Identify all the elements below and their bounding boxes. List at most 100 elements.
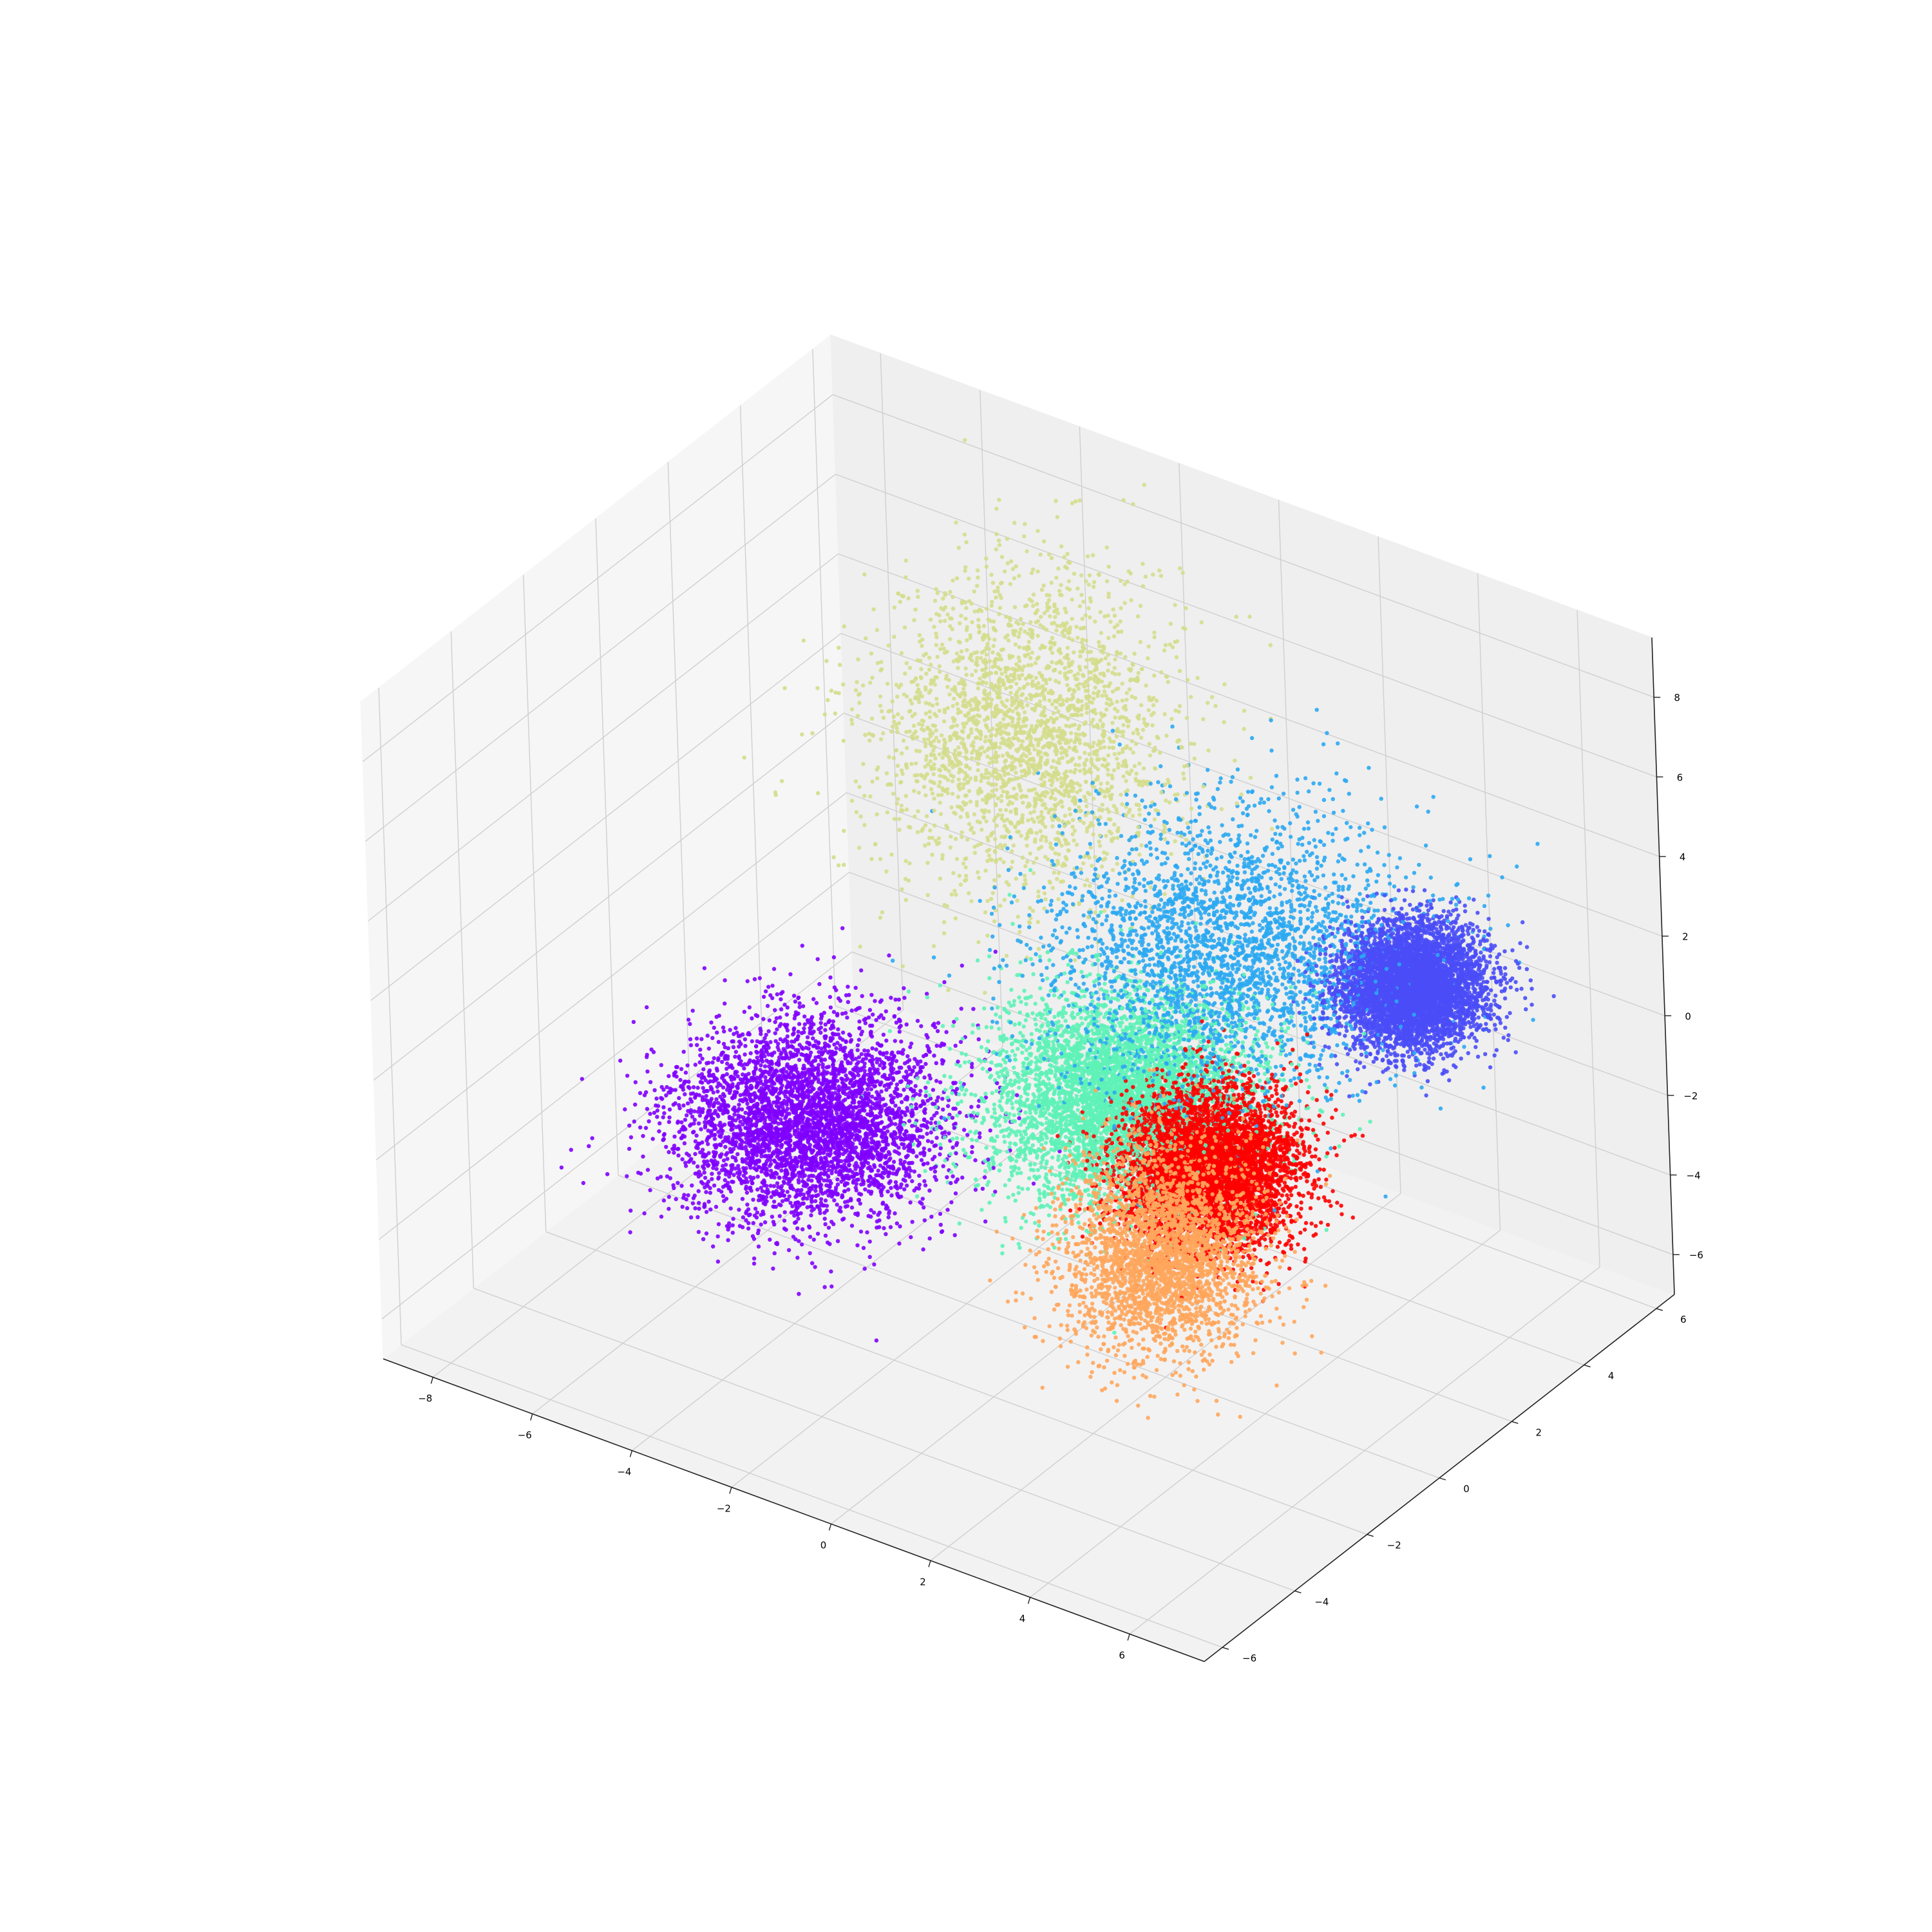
data-point-series-2 — [913, 712, 916, 715]
data-point-series-2 — [1012, 521, 1016, 525]
data-point-series-2 — [985, 681, 989, 685]
data-point-series-2 — [1036, 634, 1039, 638]
data-point-series-2 — [1052, 871, 1056, 875]
data-point-series-2 — [908, 666, 912, 670]
data-point-series-2 — [1020, 668, 1024, 672]
data-point-series-2 — [1079, 593, 1083, 597]
data-point-series-2 — [994, 532, 998, 536]
data-point-series-2 — [1113, 715, 1117, 719]
data-point-series-2 — [1171, 645, 1175, 649]
data-point-series-2 — [934, 697, 938, 701]
data-point-series-2 — [1087, 752, 1091, 756]
data-point-series-2 — [1086, 688, 1090, 692]
data-point-series-2 — [889, 730, 893, 734]
data-point-series-2 — [1104, 708, 1108, 712]
data-point-series-2 — [841, 683, 845, 687]
data-point-series-2 — [1001, 647, 1005, 651]
data-point-series-2 — [1054, 576, 1058, 580]
data-point-series-2 — [1095, 757, 1099, 761]
data-point-series-2 — [1131, 502, 1135, 506]
data-point-series-2 — [1108, 620, 1112, 623]
data-point-series-3 — [1379, 797, 1383, 800]
data-point-series-2 — [1140, 667, 1144, 671]
data-point-series-2 — [905, 661, 909, 665]
data-point-series-2 — [969, 899, 973, 903]
data-point-series-2 — [1067, 636, 1071, 640]
data-point-series-2 — [1072, 572, 1076, 576]
data-point-series-2 — [862, 573, 866, 576]
data-point-series-3 — [1111, 729, 1115, 733]
data-point-series-2 — [1035, 602, 1039, 606]
data-point-series-2 — [1068, 812, 1072, 816]
data-point-series-2 — [1144, 574, 1148, 578]
data-point-series-2 — [932, 772, 936, 776]
data-point-series-2 — [880, 911, 884, 914]
data-point-series-2 — [976, 768, 980, 772]
data-point-series-2 — [1101, 763, 1104, 767]
data-point-series-2 — [1157, 569, 1161, 573]
data-point-series-2 — [1030, 650, 1034, 654]
data-point-series-2 — [1107, 565, 1111, 569]
data-point-series-3 — [1156, 780, 1160, 784]
data-point-series-3 — [1073, 886, 1077, 890]
data-point-series-2 — [1151, 573, 1155, 576]
data-point-series-2 — [933, 599, 937, 603]
data-point-series-2 — [936, 591, 940, 595]
data-point-series-2 — [1022, 665, 1026, 668]
data-point-series-3 — [1078, 799, 1082, 802]
data-point-series-2 — [931, 703, 934, 707]
data-point-series-2 — [952, 697, 956, 701]
data-point-series-2 — [989, 573, 993, 576]
data-point-series-2 — [1065, 697, 1069, 701]
data-point-series-2 — [1099, 782, 1103, 786]
data-point-series-2 — [1034, 857, 1038, 860]
data-point-series-2 — [1170, 717, 1173, 721]
data-point-series-2 — [1129, 571, 1133, 575]
data-point-series-2 — [943, 619, 947, 623]
data-point-series-2 — [1141, 584, 1145, 588]
data-point-series-2 — [1091, 553, 1095, 557]
data-point-series-2 — [954, 520, 958, 524]
data-point-series-2 — [1123, 655, 1127, 659]
data-point-series-2 — [934, 632, 938, 636]
data-point-series-2 — [1063, 565, 1067, 569]
data-point-series-2 — [1105, 545, 1109, 549]
data-point-series-2 — [1103, 690, 1106, 694]
data-point-series-2 — [870, 676, 874, 679]
data-point-series-2 — [1056, 709, 1060, 713]
data-point-series-2 — [974, 775, 978, 779]
data-point-series-2 — [1090, 657, 1094, 661]
data-point-series-2 — [1039, 799, 1043, 802]
data-point-series-2 — [1007, 616, 1011, 620]
data-point-series-2 — [743, 755, 746, 759]
data-point-series-2 — [1128, 668, 1132, 672]
data-point-series-2 — [976, 569, 980, 573]
data-point-series-2 — [1099, 610, 1103, 614]
data-point-series-2 — [933, 683, 937, 687]
data-point-series-2 — [997, 538, 1001, 542]
data-point-series-2 — [815, 686, 819, 690]
data-point-series-2 — [1054, 706, 1058, 710]
data-point-series-2 — [1111, 607, 1115, 611]
data-point-series-2 — [1206, 701, 1209, 705]
data-point-series-2 — [1059, 544, 1063, 548]
data-point-series-2 — [1016, 717, 1020, 721]
data-point-series-2 — [1063, 607, 1066, 611]
data-point-series-2 — [1080, 641, 1084, 645]
data-point-series-2 — [982, 649, 986, 653]
data-point-series-2 — [970, 620, 974, 624]
data-point-series-2 — [887, 755, 891, 759]
data-point-series-3 — [1259, 797, 1263, 801]
data-point-series-2 — [960, 649, 963, 653]
data-point-series-2 — [1104, 694, 1108, 697]
data-point-series-2 — [1073, 829, 1077, 833]
data-point-series-2 — [1128, 747, 1132, 751]
data-point-series-2 — [1025, 549, 1028, 553]
data-point-series-2 — [964, 606, 968, 610]
data-point-series-2 — [1092, 691, 1095, 695]
data-point-series-2 — [1005, 537, 1009, 541]
data-point-series-2 — [965, 757, 969, 761]
data-point-series-2 — [1103, 745, 1106, 749]
data-point-series-2 — [1032, 748, 1036, 752]
data-point-series-2 — [1088, 615, 1092, 619]
